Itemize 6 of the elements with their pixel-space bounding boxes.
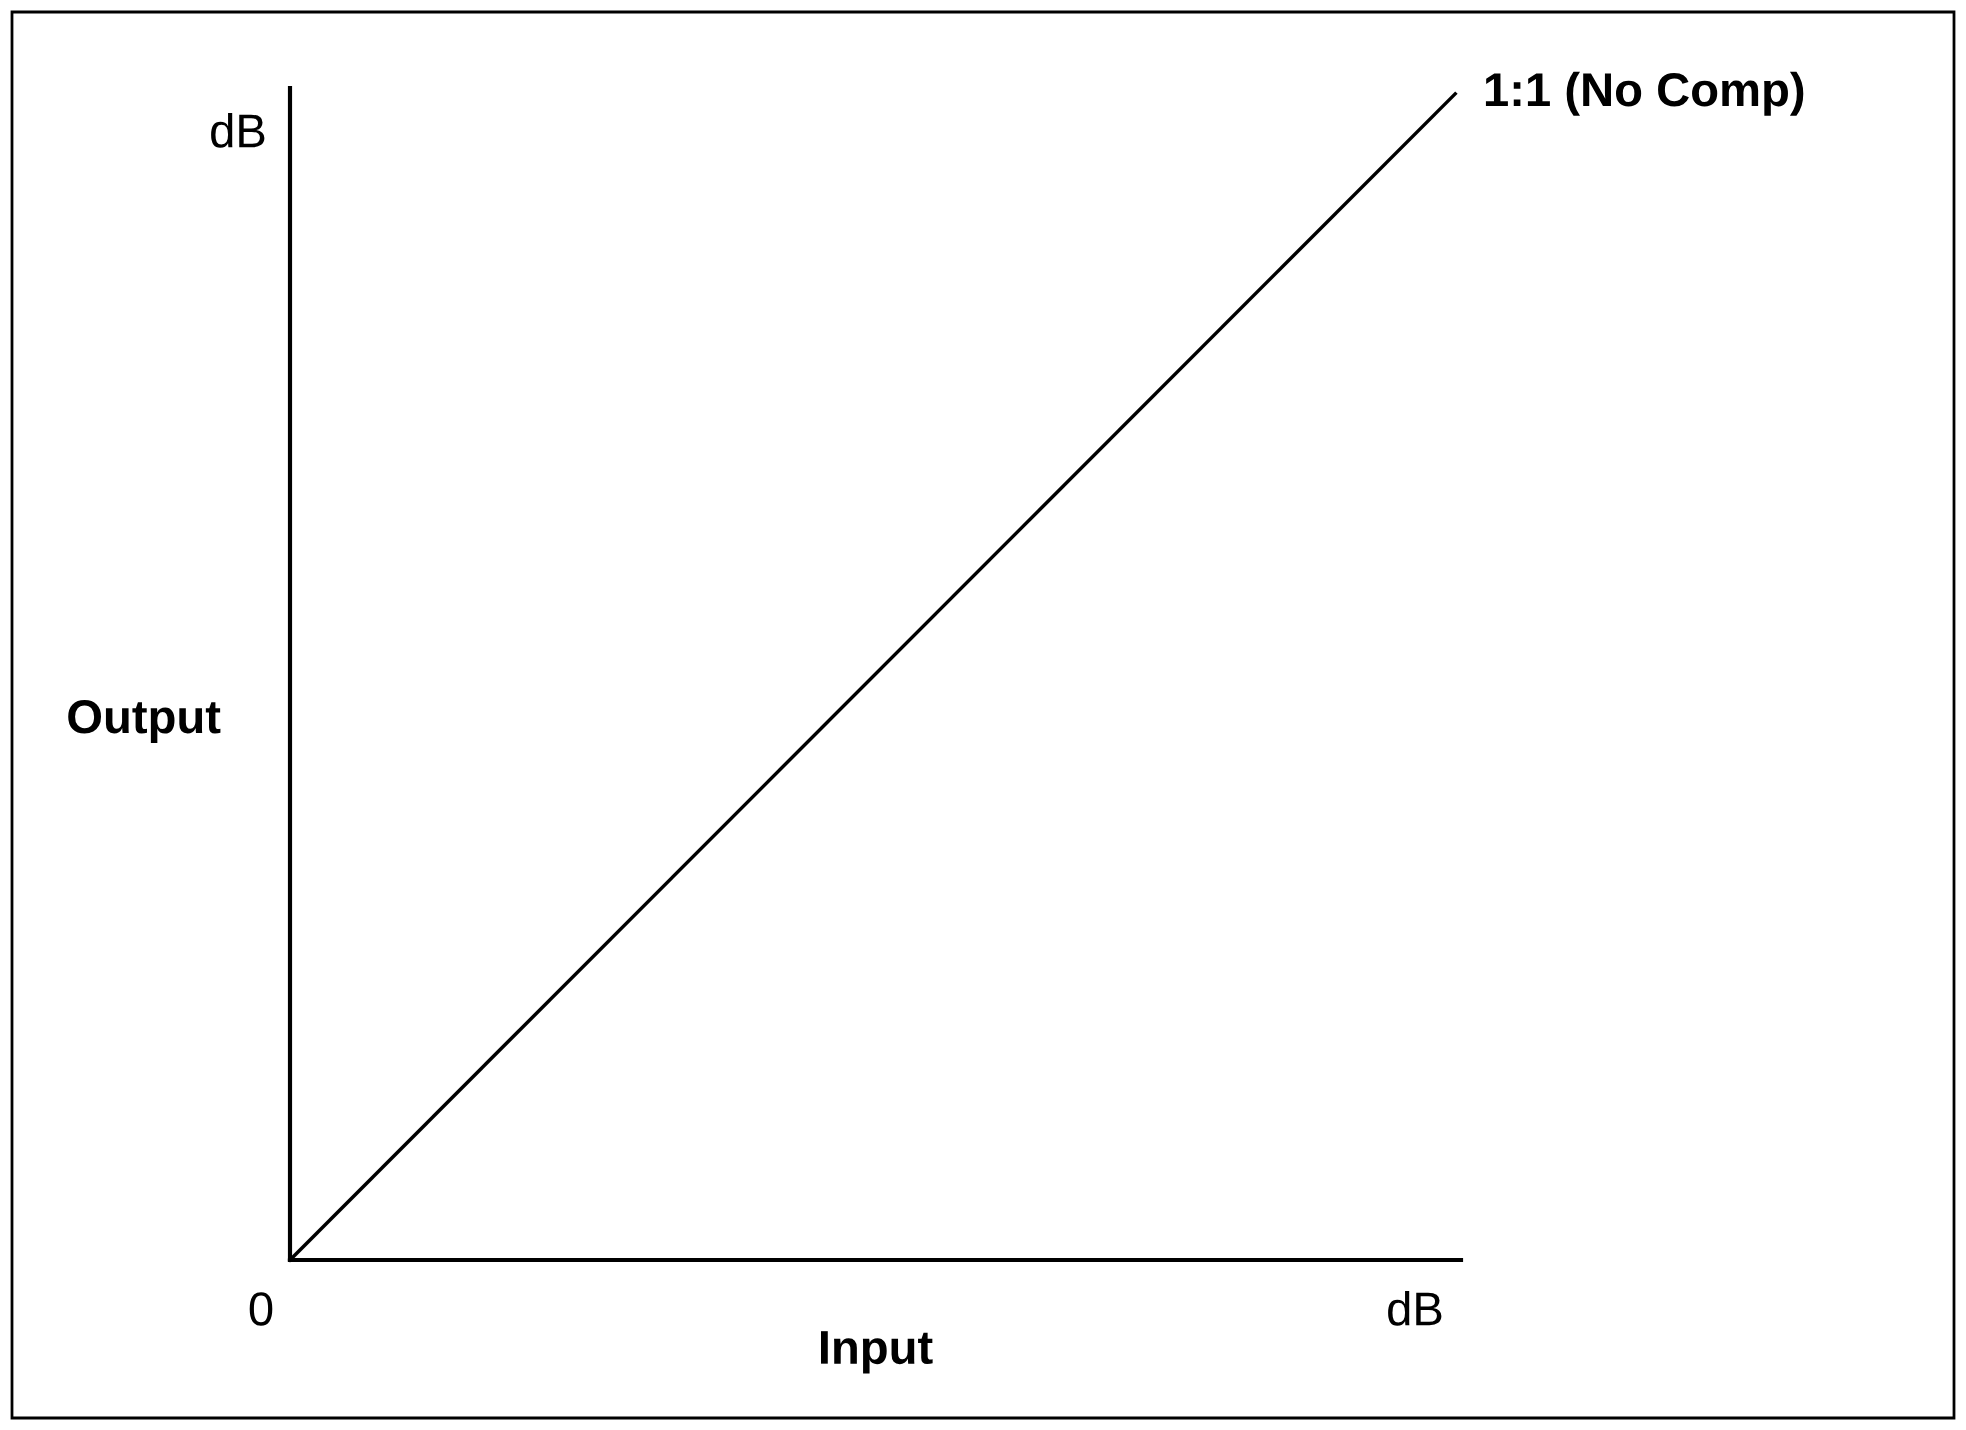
annotation: dB [211, 112, 265, 148]
text: dB [1388, 1290, 1442, 1326]
y-axis-title: Output [68, 700, 221, 743]
x-axis-title: Input [820, 1331, 933, 1374]
series-label: 1:1 (No Comp) [1485, 71, 1804, 116]
text: 0 [249, 1292, 273, 1326]
